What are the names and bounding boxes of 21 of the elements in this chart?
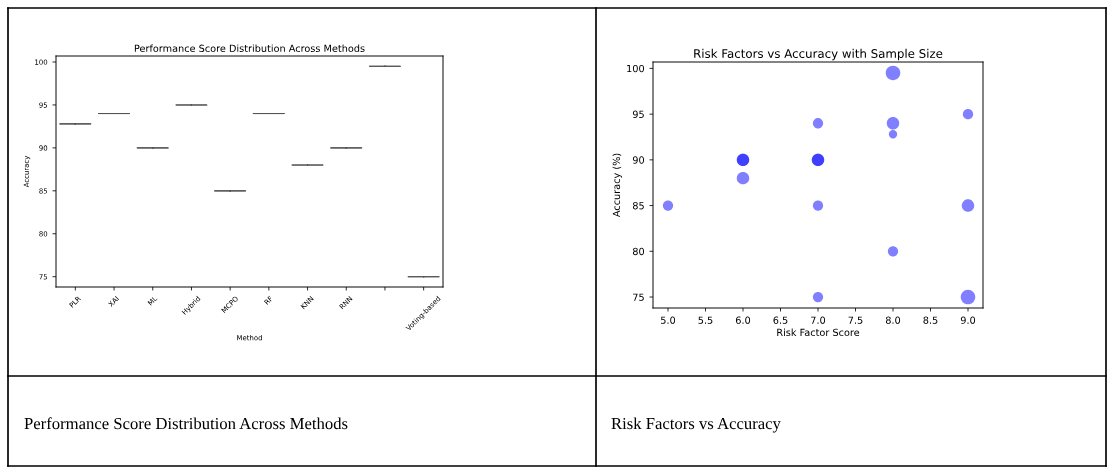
y-tick-label: 100 [627,64,645,73]
y-tick-label: 80 [632,247,645,256]
x-axis-title: Risk Factor Score [777,328,860,337]
x-tick-label: 5.0 [661,316,676,324]
chart-title: Risk Factors vs Accuracy with Sample Size [694,48,943,61]
x-tick-label: 5.5 [698,316,713,324]
chart-title: Performance Score Distribution Across Methods [134,44,365,52]
y-tick-label: 85 [632,202,644,210]
x-tick-label: 8.5 [923,316,938,324]
text: Performance Score Distribution Across Methods [24,417,348,430]
x-tick-label: 7.5 [848,316,863,324]
x-tick-label: 7.0 [811,316,826,324]
y-tick-label: 75 [633,293,644,301]
y-tick-label: 95 [632,110,644,118]
text: Risk Factors vs Accuracy [611,417,781,433]
x-tick-label: 9.0 [960,316,976,324]
x-tick-label: 8.0 [885,316,901,324]
y-axis-title: Accuracy (%) [612,153,622,218]
x-tick-label: 6.5 [773,316,788,324]
x-tick-label: 6.0 [735,316,751,324]
y-tick-label: 90 [632,156,645,164]
